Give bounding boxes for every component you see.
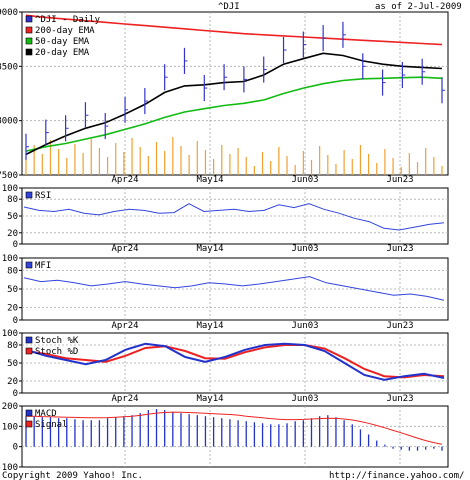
y-tick-label: 0 xyxy=(13,389,18,399)
legend-label: RSI xyxy=(35,191,51,201)
panel-mfi: 100 80 50 20 0 MFI xyxy=(2,254,449,326)
legend-swatch xyxy=(25,336,33,344)
legend-label: 50-day EMA xyxy=(35,37,90,47)
legend-swatch xyxy=(25,261,33,269)
chart-as-of-date: as of 2-Jul-2009 xyxy=(375,2,462,12)
date-axis-label: Apr24 xyxy=(111,244,138,254)
y-tick-label: 80 xyxy=(7,341,18,351)
date-axis-label: Jun03 xyxy=(291,244,318,254)
date-axis-label: Apr24 xyxy=(111,394,138,404)
legend-label: MACD xyxy=(35,409,57,419)
date-axis-label: May14 xyxy=(196,244,223,254)
panel-frame xyxy=(21,405,449,468)
y-tick-label: 200 xyxy=(2,402,18,412)
legend-swatch xyxy=(25,26,33,34)
legend-label: 200-day EMA xyxy=(35,26,95,36)
date-axis-label: May14 xyxy=(196,321,223,331)
panel-frame xyxy=(21,11,449,176)
date-axis-label: Jun23 xyxy=(386,394,413,404)
legend-swatch xyxy=(25,37,33,45)
date-axis-label: May14 xyxy=(196,394,223,404)
y-tick-label: 20 xyxy=(7,229,18,239)
signal-line xyxy=(26,411,443,445)
y-tick-label: 50 xyxy=(7,359,18,369)
legend-label: 20-day EMA xyxy=(35,48,90,58)
stoch-k-line xyxy=(25,342,445,381)
legend-swatch xyxy=(25,15,33,23)
y-tick-label: 100 xyxy=(2,329,18,339)
date-axis-label: Apr24 xyxy=(111,321,138,331)
chart-symbol-title: ^DJI xyxy=(218,2,240,12)
y-tick-label: 8500 xyxy=(0,62,18,72)
legend-label: Signal xyxy=(35,420,68,430)
date-axis-label: Jun23 xyxy=(386,244,413,254)
ema20-line xyxy=(25,52,443,156)
legend-swatch xyxy=(25,48,33,56)
legend-swatch xyxy=(25,420,33,428)
ema50-line xyxy=(25,76,443,152)
stoch-d-line xyxy=(25,344,445,379)
y-tick-label: 0 xyxy=(13,240,18,250)
legend-swatch xyxy=(25,347,33,355)
y-tick-label: 20 xyxy=(7,304,18,314)
y-tick-label: 0 xyxy=(13,443,18,453)
date-axis-label: Jun03 xyxy=(291,394,318,404)
y-tick-label: 100 xyxy=(2,184,18,194)
date-axis-label: Apr24 xyxy=(111,175,138,185)
y-tick-label: 0 xyxy=(13,316,18,326)
y-tick-label: 100 xyxy=(2,422,18,432)
date-axis-label: Jun03 xyxy=(291,321,318,331)
y-tick-label: 7500 xyxy=(0,171,18,181)
legend-label: MFI xyxy=(35,261,51,271)
y-tick-label: 80 xyxy=(7,266,18,276)
y-tick-label: 50 xyxy=(7,285,18,295)
y-tick-label: -100 xyxy=(0,463,18,473)
y-tick-label: 8000 xyxy=(0,117,18,127)
date-axis-label: May14 xyxy=(196,175,223,185)
legend-label: Stoch %K xyxy=(35,336,79,346)
legend-swatch xyxy=(25,191,33,199)
y-tick-label: 100 xyxy=(2,254,18,264)
source-url[interactable]: http://finance.yahoo.com/ xyxy=(329,471,464,480)
date-axis-label: Jun03 xyxy=(291,175,318,185)
legend-swatch xyxy=(25,409,33,417)
y-tick-label: 80 xyxy=(7,195,18,205)
y-tick-label: 50 xyxy=(7,212,18,222)
mfi-line xyxy=(23,276,445,301)
date-axis-label: Jun23 xyxy=(386,175,413,185)
y-tick-label: 20 xyxy=(7,377,18,387)
rsi-line xyxy=(23,203,445,231)
date-axis-label: Jun23 xyxy=(386,321,413,331)
ema200-line xyxy=(25,14,443,46)
legend-label: Stoch %D xyxy=(35,347,78,357)
legend-label: ^DJI - Daily xyxy=(35,15,101,25)
copyright-text: Copyright 2009 Yahoo! Inc. xyxy=(2,471,143,480)
